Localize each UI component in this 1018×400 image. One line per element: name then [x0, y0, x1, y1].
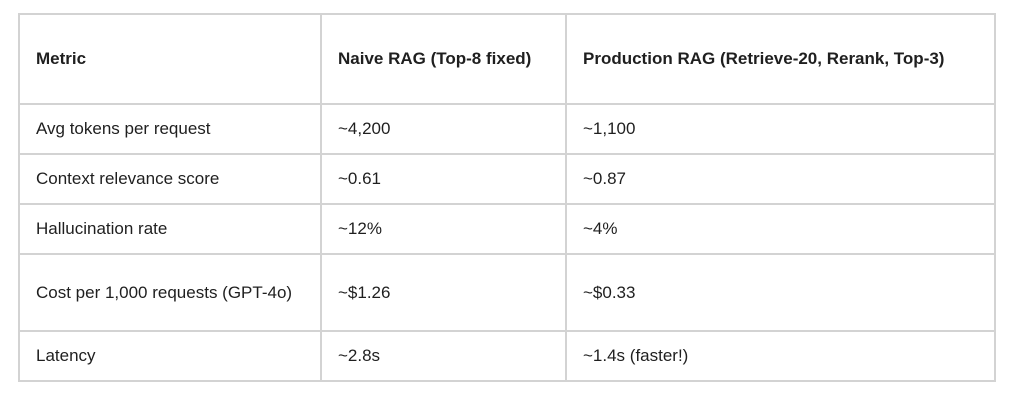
table-cell: ~$1.26 [320, 253, 567, 332]
header-row: Metric Naive RAG (Top-8 fixed) Production … [18, 13, 996, 105]
table-cell: Latency [18, 330, 322, 382]
table-cell: ~0.61 [320, 153, 567, 205]
table-cell: ~1,100 [565, 103, 996, 155]
table-row: Context relevance score ~0.61 ~0.87 [18, 153, 996, 205]
table-cell: Cost per 1,000 requests (GPT-4o) [18, 253, 322, 332]
table-cell: ~2.8s [320, 330, 567, 382]
table-header: Metric Naive RAG (Top-8 fixed) Production … [18, 13, 996, 105]
table-container: Metric Naive RAG (Top-8 fixed) Production … [18, 13, 996, 382]
table-row: Cost per 1,000 requests (GPT-4o) ~$1.26 ~$… [18, 253, 996, 332]
table-body: Avg tokens per request ~4,200 ~1,100 Contex… [18, 103, 996, 382]
table-row: Hallucination rate ~12% ~4% [18, 203, 996, 255]
table-cell: Avg tokens per request [18, 103, 322, 155]
table-row: Latency ~2.8s ~1.4s (faster!) [18, 330, 996, 382]
table-cell: ~4% [565, 203, 996, 255]
header-cell: Naive RAG (Top-8 fixed) [320, 13, 567, 105]
table-cell: ~0.87 [565, 153, 996, 205]
comparison-table: Metric Naive RAG (Top-8 fixed) Production … [18, 13, 996, 382]
table-cell: ~1.4s (faster!) [565, 330, 996, 382]
table-cell: ~$0.33 [565, 253, 996, 332]
header-cell: Production RAG (Retrieve-20, Rerank, Top… [565, 13, 996, 105]
table-row: Avg tokens per request ~4,200 ~1,100 [18, 103, 996, 155]
table-cell: ~12% [320, 203, 567, 255]
table-cell: Context relevance score [18, 153, 322, 205]
table-cell: Hallucination rate [18, 203, 322, 255]
table-cell: ~4,200 [320, 103, 567, 155]
header-cell: Metric [18, 13, 322, 105]
